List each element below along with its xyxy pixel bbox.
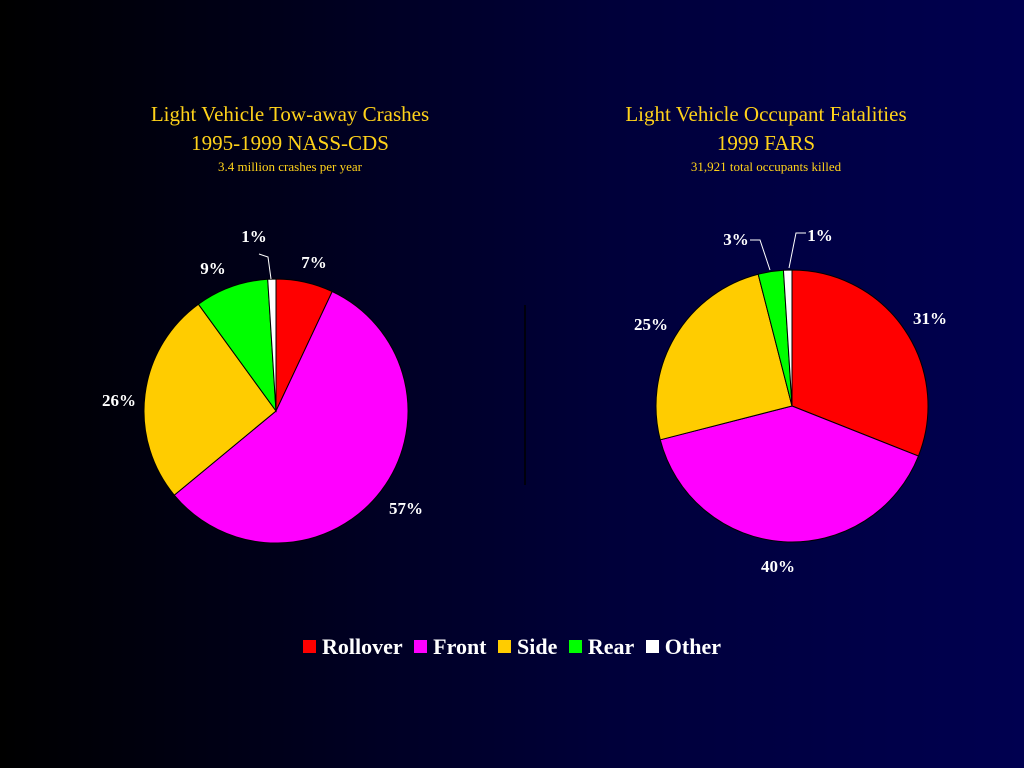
legend-label-rollover: Rollover bbox=[321, 634, 403, 659]
pie1-leader-other bbox=[788, 232, 806, 269]
pie1-slice-rollover bbox=[791, 269, 929, 457]
pie1-leader-rear bbox=[750, 239, 771, 271]
pie0-slice-side bbox=[143, 303, 277, 496]
legend-item-rear: Rear bbox=[568, 634, 635, 660]
pie1-slice-side bbox=[655, 273, 793, 441]
pie1-label-side: 25% bbox=[634, 315, 668, 334]
legend-swatch-front bbox=[414, 640, 428, 653]
legend: Rollover Front Side Rear Other bbox=[0, 634, 1024, 660]
pie0-label-side: 26% bbox=[102, 391, 136, 410]
legend-label-side: Side bbox=[517, 634, 558, 659]
legend-swatch-side bbox=[498, 640, 512, 653]
left-chart-subtitle: 1995-1999 NASS-CDS bbox=[191, 131, 389, 155]
pie0-slice-other bbox=[267, 278, 277, 412]
pie1-label-other: 1% bbox=[807, 226, 833, 245]
right-chart-subtitle: 1999 FARS bbox=[716, 131, 816, 155]
left-pie-chart: 7% 57% 26% 9% 1% bbox=[102, 227, 423, 544]
pie1-slice-other bbox=[782, 269, 793, 407]
legend-swatch-rollover bbox=[302, 640, 316, 653]
pie0-label-other: 1% bbox=[241, 227, 267, 246]
pie0-leader-other bbox=[258, 253, 272, 280]
left-chart-title-block: Light Vehicle Tow-away Crashes 1995-1999… bbox=[90, 100, 490, 176]
pie1-label-front: 40% bbox=[761, 557, 795, 576]
pie0-label-rear: 9% bbox=[200, 259, 226, 278]
right-chart-title: Light Vehicle Occupant Fatalities bbox=[625, 102, 907, 126]
pie1-slice-front bbox=[659, 405, 920, 543]
legend-item-other: Other bbox=[645, 634, 721, 660]
left-chart-note: 3.4 million crashes per year bbox=[217, 159, 363, 174]
pie0-slice-front bbox=[173, 290, 409, 544]
legend-swatch-other bbox=[645, 640, 659, 653]
legend-swatch-rear bbox=[568, 640, 582, 653]
pie0-label-rollover: 7% bbox=[301, 253, 327, 272]
legend-label-rear: Rear bbox=[587, 634, 635, 659]
legend-item-rollover: Rollover bbox=[302, 634, 403, 660]
pie1-label-rollover: 31% bbox=[913, 309, 947, 328]
right-chart-title-block: Light Vehicle Occupant Fatalities 1999 F… bbox=[566, 100, 966, 176]
pie1-label-rear: 3% bbox=[723, 230, 749, 249]
right-chart-note: 31,921 total occupants killed bbox=[690, 159, 842, 174]
right-pie-chart: 31% 40% 25% 3% 1% bbox=[634, 226, 947, 576]
left-chart-title: Light Vehicle Tow-away Crashes bbox=[150, 102, 430, 126]
legend-item-front: Front bbox=[414, 634, 487, 660]
legend-item-side: Side bbox=[498, 634, 557, 660]
legend-label-other: Other bbox=[664, 634, 721, 659]
pie0-label-front: 57% bbox=[389, 499, 423, 518]
legend-label-front: Front bbox=[433, 634, 487, 659]
